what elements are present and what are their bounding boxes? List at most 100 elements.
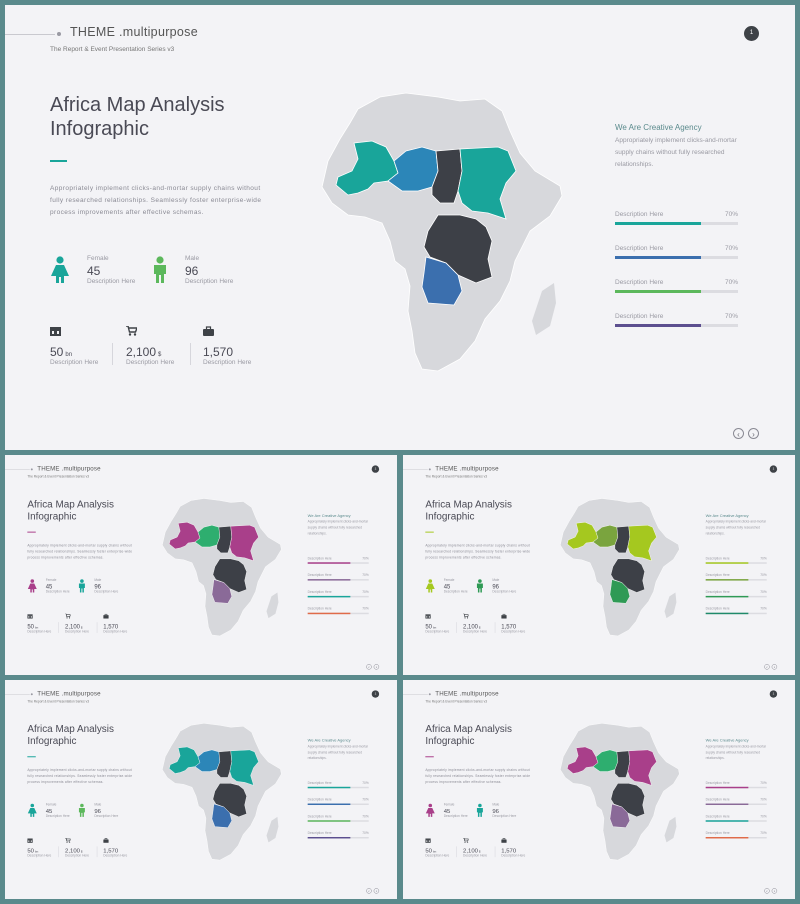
intro-paragraph: Appropriately implement clicks-and-morta… <box>27 768 133 784</box>
progress-track <box>615 222 738 225</box>
progress-label: Description Here <box>705 831 730 836</box>
male-value: 96 <box>94 583 101 590</box>
progress-label: Description Here <box>705 607 730 611</box>
prev-slide-button[interactable]: ‹ <box>366 888 372 894</box>
header-dot <box>57 32 61 36</box>
progress-fill <box>307 820 351 822</box>
cart-icon <box>65 613 71 619</box>
agency-title: We Are Creative Agency <box>307 738 351 743</box>
series-subtitle: The Report & Event Presentation Series v… <box>425 700 488 704</box>
intro-paragraph: Appropriately implement clicks-and-morta… <box>425 543 531 560</box>
progress-label: Description Here <box>307 590 332 594</box>
title-line-2: Infographic <box>27 735 77 747</box>
stat-2-value: 2,100$ <box>126 345 162 359</box>
slide-2[interactable]: THEME .multipurpose The Report & Event P… <box>5 455 397 675</box>
male-value: 96 <box>492 583 499 590</box>
prev-slide-button[interactable]: ‹ <box>764 664 770 670</box>
title-line-1: Africa Map Analysis <box>27 499 114 510</box>
title-accent-line <box>425 531 434 533</box>
agency-text: Appropriately implement clicks-and-morta… <box>705 520 767 536</box>
bag-icon <box>103 838 109 843</box>
stat-1-description: Description Here <box>27 630 52 634</box>
progress-label: Description Here <box>705 814 730 819</box>
progress-percent: 70% <box>362 798 369 802</box>
progress-label: Description Here <box>705 590 730 594</box>
male-label: Male <box>185 255 200 262</box>
stat-3-value: 1,570 <box>203 345 234 359</box>
africa-map <box>162 498 282 637</box>
west-africa-region <box>169 522 201 550</box>
intro-paragraph: Appropriately implement clicks-and-morta… <box>50 185 262 216</box>
prev-slide-button[interactable]: ‹ <box>764 888 770 894</box>
next-slide-button[interactable]: › <box>373 664 380 670</box>
slide-5[interactable]: THEME .multipurpose The Report & Event P… <box>403 680 795 899</box>
next-slide-button[interactable]: › <box>748 428 759 439</box>
progress-fill <box>705 579 749 581</box>
header-dot <box>428 693 431 696</box>
next-slide-button[interactable]: › <box>373 888 380 894</box>
cart-icon <box>463 613 469 619</box>
stat-3-value: 1,570 <box>501 623 517 631</box>
progress-track <box>705 786 767 789</box>
stat-1-description: Description Here <box>27 854 52 858</box>
female-value: 45 <box>45 807 53 815</box>
progress-percent: 70% <box>725 279 739 286</box>
progress-percent: 70% <box>362 607 369 611</box>
progress-track <box>307 820 369 822</box>
progress-label: Description Here <box>307 607 332 611</box>
stat-3-value: 1,570 <box>103 623 119 631</box>
congo-region <box>610 558 645 593</box>
slide-content: THEME .multipurpose The Report & Event P… <box>5 455 397 675</box>
sudan-region <box>229 749 259 786</box>
west-africa-region <box>567 746 599 774</box>
title-line-1: Africa Map Analysis <box>50 94 225 116</box>
series-subtitle: The Report & Event Presentation Series v… <box>27 475 90 479</box>
agency-text: Appropriately implement clicks-and-morta… <box>615 137 737 168</box>
male-value: 96 <box>94 807 101 815</box>
next-slide-button[interactable]: › <box>771 664 778 670</box>
stat-3-description: Description Here <box>203 359 252 366</box>
bag-icon <box>501 613 507 619</box>
next-slide-button[interactable]: › <box>771 888 778 894</box>
madagascar <box>664 816 677 843</box>
slide-title: Africa Map Analysis Infographic <box>27 723 146 747</box>
film-icon <box>27 838 33 843</box>
slide-1: THEME .multipurpose The Report & Event P… <box>5 5 795 450</box>
progress-label: Description Here <box>307 781 332 785</box>
male-value: 96 <box>492 807 499 815</box>
progress-track <box>705 579 767 581</box>
progress-percent: 70% <box>760 590 767 594</box>
female-value: 45 <box>443 807 451 815</box>
slide-title: Africa Map Analysis Infographic <box>425 723 544 747</box>
prev-slide-button[interactable]: ‹ <box>733 428 744 439</box>
stat-3-description: Description Here <box>103 854 128 858</box>
angola-region <box>421 256 463 306</box>
stat-2-description: Description Here <box>65 854 90 858</box>
slide-3[interactable]: THEME .multipurpose The Report & Event P… <box>403 455 795 675</box>
male-label: Male <box>94 803 102 807</box>
progress-fill <box>307 595 351 598</box>
progress-track <box>705 612 767 615</box>
sudan-region <box>627 749 657 786</box>
progress-track <box>307 803 369 806</box>
progress-track <box>705 836 767 839</box>
male-icon <box>78 579 85 593</box>
title-accent-line <box>27 531 36 533</box>
bag-icon <box>103 613 109 619</box>
title-line-1: Africa Map Analysis <box>27 723 114 735</box>
stat-2-description: Description Here <box>126 359 175 366</box>
cart-icon <box>65 837 71 843</box>
stat-2-description: Description Here <box>463 854 488 858</box>
progress-track <box>307 786 369 789</box>
stat-2-value: 2,100$ <box>463 623 481 631</box>
progress-fill <box>307 786 351 789</box>
slide-4[interactable]: THEME .multipurpose The Report & Event P… <box>5 680 397 899</box>
progress-fill <box>705 820 749 822</box>
progress-fill <box>307 579 351 581</box>
title-accent-line <box>50 160 67 162</box>
sudan-region <box>457 146 517 220</box>
stat-3-value: 1,570 <box>501 847 517 855</box>
male-label: Male <box>492 578 500 583</box>
prev-slide-button[interactable]: ‹ <box>366 664 372 670</box>
progress-percent: 70% <box>362 556 369 561</box>
